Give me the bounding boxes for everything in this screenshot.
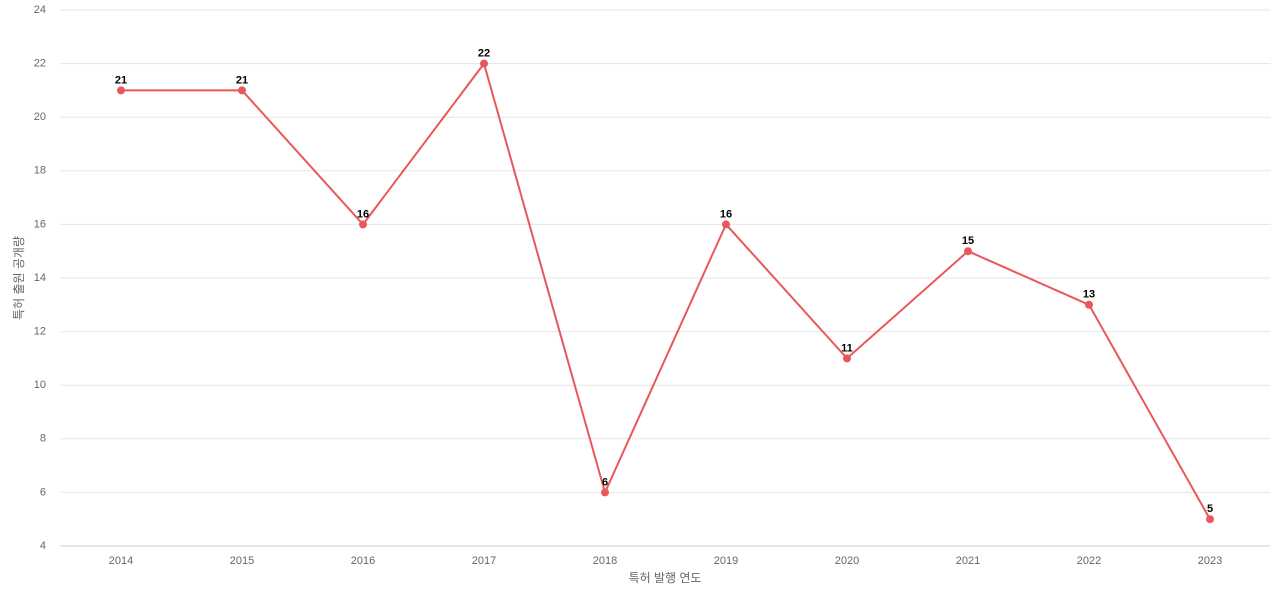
line	[121, 61, 1211, 520]
point	[1085, 300, 1093, 309]
x-tick-label: 2014	[109, 555, 133, 567]
point	[1206, 515, 1214, 524]
x-tick-label: 2018	[593, 555, 617, 567]
point	[601, 488, 609, 497]
data-label: 11	[841, 342, 853, 354]
point	[117, 86, 125, 95]
data-label: 21	[236, 74, 248, 86]
y-tick-label: 20	[34, 111, 46, 123]
data-label: 5	[1207, 503, 1213, 515]
data-label: 13	[1083, 289, 1095, 301]
data-label: 15	[962, 235, 974, 247]
y-tick-label: 24	[34, 4, 46, 16]
x-tick-label: 2019	[714, 555, 738, 567]
point	[359, 220, 367, 229]
data-label: 16	[720, 208, 732, 220]
x-tick-label: 2020	[835, 555, 859, 567]
x-tick-label: 2022	[1077, 555, 1101, 567]
y-tick-label: 8	[40, 433, 46, 445]
x-tick-label: 2023	[1198, 555, 1222, 567]
point	[238, 86, 246, 95]
data-label: 21	[115, 74, 127, 86]
y-tick-label: 14	[34, 272, 46, 284]
y-tick-label: 16	[34, 218, 46, 230]
x-axis-label: 특허 발행 연도	[629, 570, 702, 585]
point	[843, 354, 851, 363]
point	[964, 247, 972, 256]
y-tick-label: 18	[34, 165, 46, 177]
y-tick-label: 22	[34, 58, 46, 70]
data-label: 6	[602, 476, 608, 488]
data-label: 22	[478, 48, 490, 60]
point	[722, 220, 730, 229]
point	[480, 59, 488, 68]
y-tick-label: 6	[40, 486, 46, 498]
y-tick-label: 12	[34, 326, 46, 338]
data-label: 16	[357, 208, 369, 220]
x-tick-label: 2015	[230, 555, 254, 567]
x-tick-label: 2016	[351, 555, 375, 567]
y-tick-label: 10	[34, 379, 46, 391]
x-tick-label: 2021	[956, 555, 980, 567]
x-tick-label: 2017	[472, 555, 496, 567]
y-tick-label: 4	[40, 540, 46, 552]
y-axis-label: 특허 출원 공개량	[12, 236, 26, 320]
